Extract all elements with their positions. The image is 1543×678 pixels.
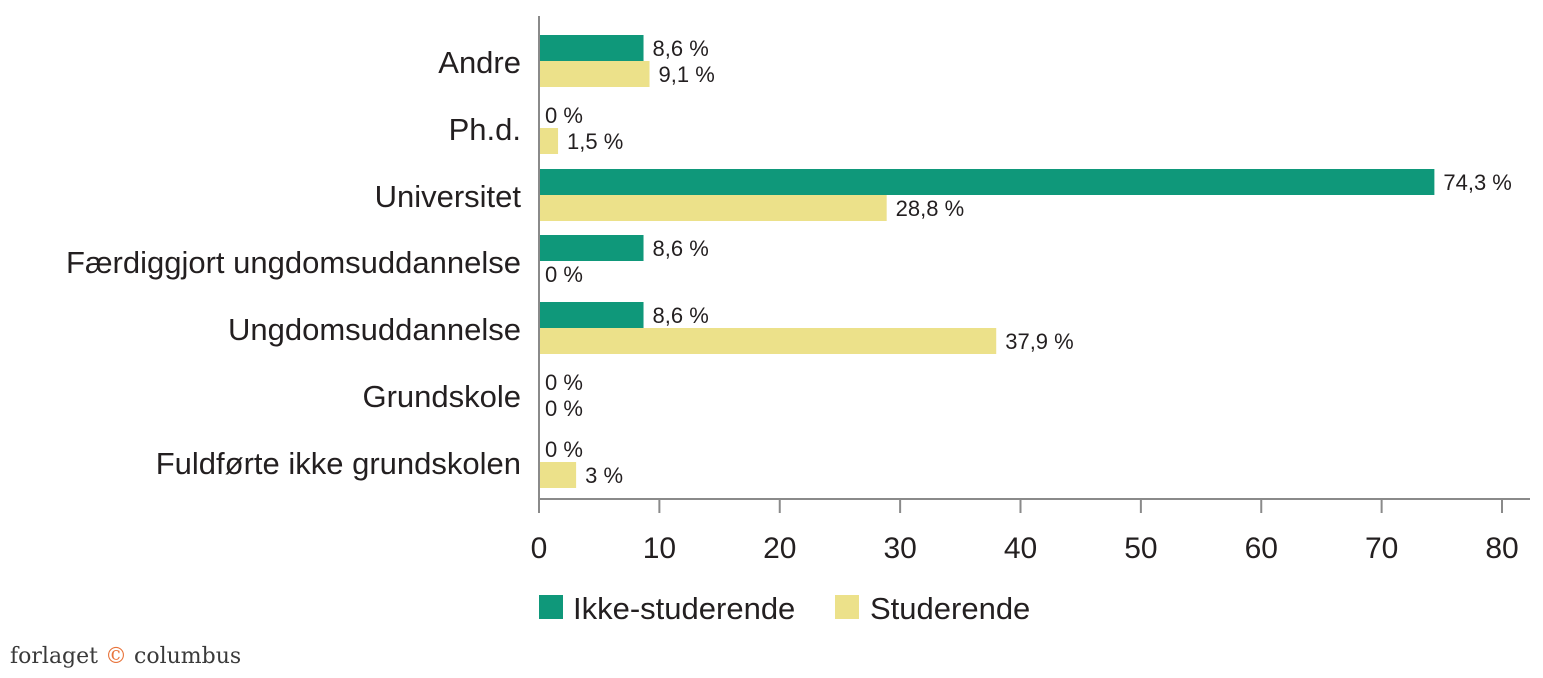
legend-swatch [539,595,563,619]
data-label: 9,1 % [659,62,715,87]
x-tick-label: 50 [1124,532,1157,565]
publisher-logo: forlaget © columbus [10,644,241,669]
data-label: 1,5 % [567,129,623,154]
data-label: 8,6 % [653,36,709,61]
bar-studerende [540,328,997,354]
x-tick-label: 0 [531,532,548,565]
publisher-name-right: columbus [134,644,242,669]
category-label: Ungdomsuddannelse [228,312,521,347]
data-label: 0 % [545,437,583,462]
data-label: 0 % [545,103,583,128]
data-label: 0 % [545,370,583,395]
category-label: Færdiggjort ungdomsuddannelse [66,245,521,280]
publisher-name-left: forlaget [10,644,98,669]
category-label: Andre [438,45,521,80]
bar-ikke-studerende [540,302,644,328]
category-label: Universitet [375,179,522,214]
x-tick-label: 40 [1004,532,1037,565]
bar-ikke-studerende [540,35,644,61]
data-label: 0 % [545,396,583,421]
bar-studerende [540,462,577,488]
x-tick-label: 10 [643,532,676,565]
category-label: Ph.d. [449,112,521,147]
legend-swatch [835,595,859,619]
bar-studerende [540,61,650,87]
data-label: 8,6 % [653,236,709,261]
data-label: 3 % [585,463,623,488]
x-tick-label: 80 [1485,532,1518,565]
x-tick-label: 60 [1245,532,1278,565]
category-label: Grundskole [362,379,521,414]
data-label: 0 % [545,262,583,287]
category-label: Fuldførte ikke grundskolen [156,446,521,481]
x-tick-label: 70 [1365,532,1398,565]
bar-studerende [540,195,887,221]
bar-studerende [540,128,559,154]
legend-label: Ikke-studerende [573,591,795,626]
copyright-icon: © [105,644,127,669]
data-label: 28,8 % [896,196,965,221]
x-tick-label: 20 [763,532,796,565]
bar-ikke-studerende [540,235,644,261]
legend-label: Studerende [870,591,1030,626]
data-label: 37,9 % [1005,329,1073,354]
data-label: 74,3 % [1443,170,1512,195]
data-label: 8,6 % [653,303,709,328]
x-tick-label: 30 [883,532,916,565]
bar-ikke-studerende [540,169,1435,195]
